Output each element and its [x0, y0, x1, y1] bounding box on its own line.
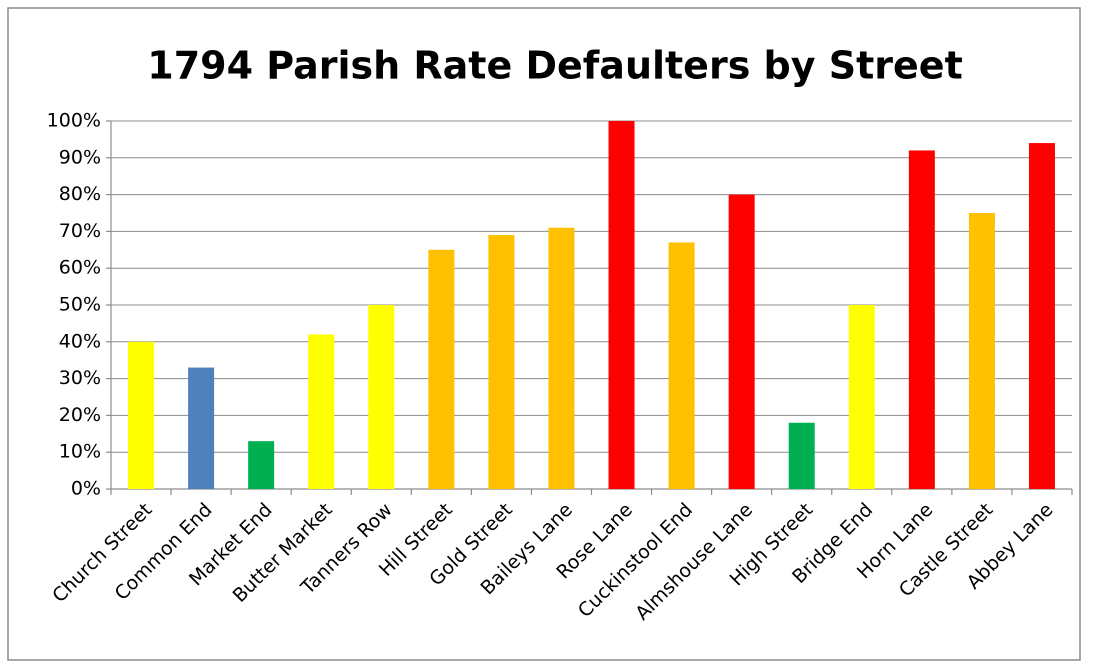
bar	[728, 194, 755, 489]
bar	[488, 235, 515, 489]
bar	[908, 150, 935, 489]
bar	[248, 441, 275, 489]
bar	[308, 334, 335, 489]
y-tick-label: 50%	[59, 294, 101, 316]
bar	[1028, 143, 1055, 489]
y-tick-label: 20%	[59, 404, 101, 426]
bar	[368, 305, 395, 489]
y-tick-label: 80%	[59, 183, 101, 205]
bar	[188, 367, 215, 489]
bar	[968, 213, 995, 489]
bar	[428, 249, 455, 489]
y-tick-label: 10%	[59, 441, 101, 463]
bar	[848, 305, 875, 489]
y-tick-label: 40%	[59, 330, 101, 352]
y-tick-label: 100%	[47, 110, 101, 132]
chart-title: 1794 Parish Rate Defaulters by Street	[147, 44, 962, 88]
bar	[788, 422, 815, 489]
y-tick-label: 90%	[59, 146, 101, 168]
bar	[668, 242, 695, 489]
y-tick-label: 30%	[59, 367, 101, 389]
y-tick-label: 70%	[59, 220, 101, 242]
y-tick-label: 0%	[71, 478, 101, 500]
chart-frame	[7, 7, 1081, 661]
y-tick-label: 60%	[59, 257, 101, 279]
bar	[548, 227, 575, 489]
bar	[128, 341, 155, 489]
bar	[608, 121, 635, 489]
